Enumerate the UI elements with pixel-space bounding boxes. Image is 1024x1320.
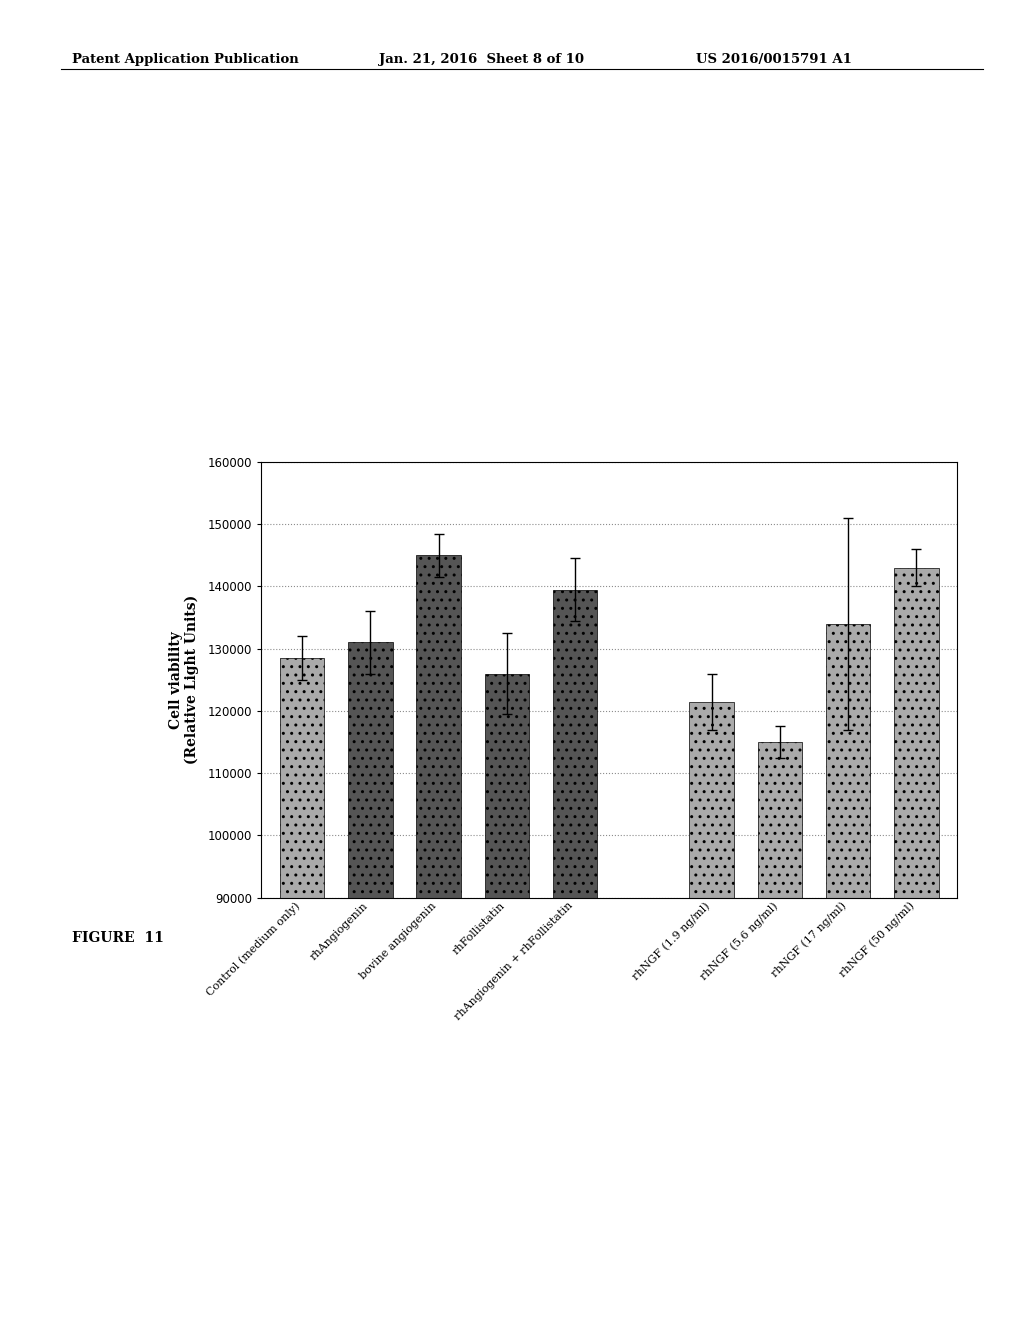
Text: FIGURE  11: FIGURE 11 — [72, 931, 164, 945]
Bar — [484, 673, 529, 898]
Bar — [689, 702, 734, 898]
Text: Jan. 21, 2016  Sheet 8 of 10: Jan. 21, 2016 Sheet 8 of 10 — [379, 53, 584, 66]
Y-axis label: Cell viability
(Relative Light Units): Cell viability (Relative Light Units) — [169, 595, 200, 764]
Bar — [758, 742, 802, 898]
Text: US 2016/0015791 A1: US 2016/0015791 A1 — [696, 53, 852, 66]
Bar — [894, 568, 939, 898]
Text: Patent Application Publication: Patent Application Publication — [72, 53, 298, 66]
Bar — [553, 590, 597, 898]
Bar — [417, 556, 461, 898]
Bar — [280, 657, 325, 898]
Bar — [348, 643, 392, 898]
Bar — [826, 624, 870, 898]
